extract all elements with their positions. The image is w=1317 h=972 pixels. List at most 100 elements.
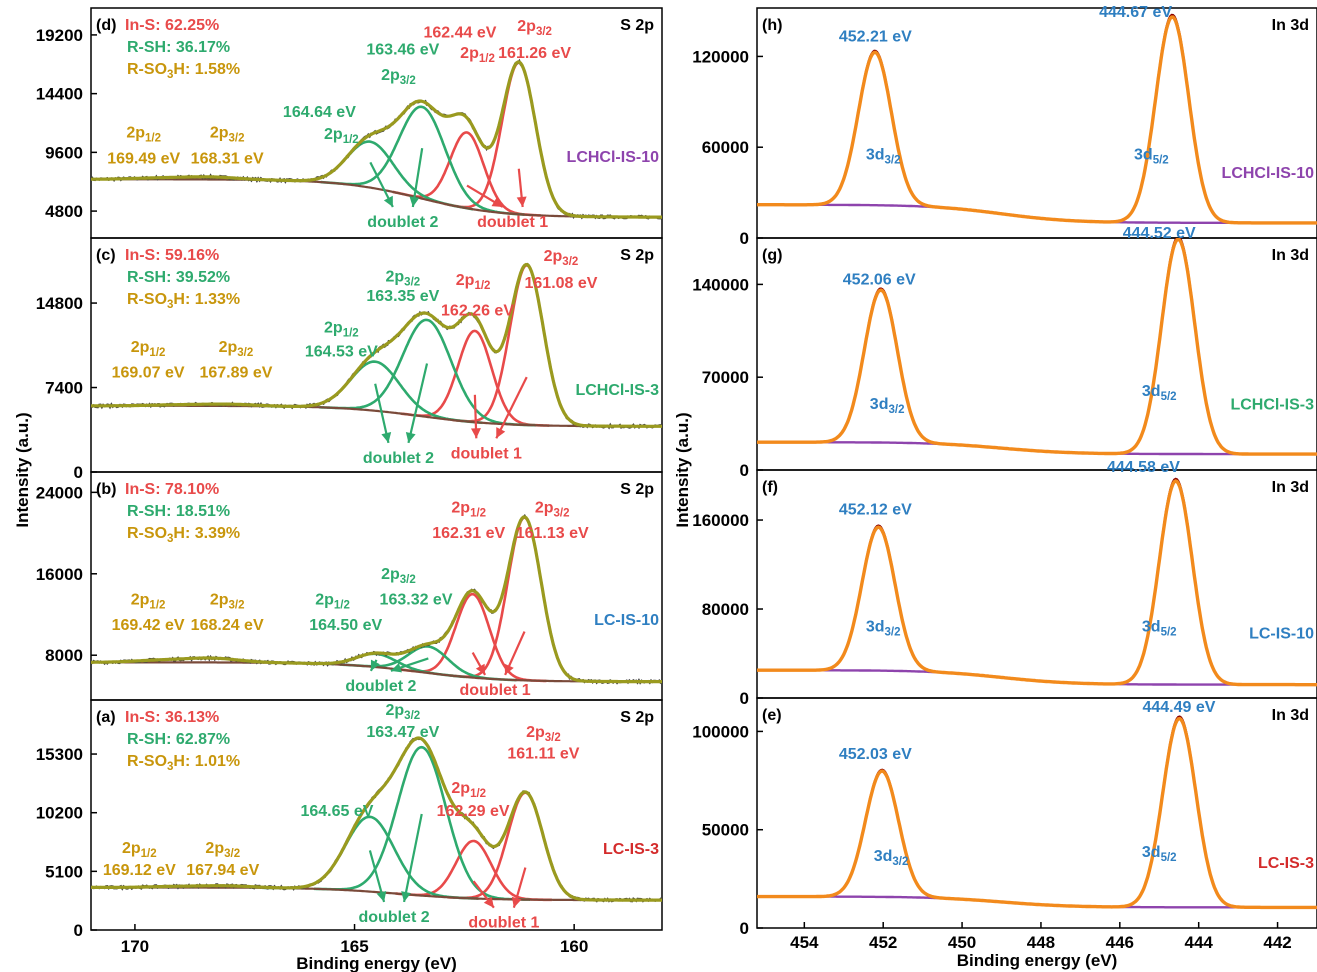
y-tick-label: 24000: [36, 483, 83, 502]
panel-frame: [90, 699, 663, 931]
plot-area: [757, 13, 1317, 225]
peak-annotation: doublet 2: [367, 214, 438, 231]
core-level-label: In 3d: [1272, 479, 1309, 496]
composition-label: R-SH: 62.87%: [127, 731, 230, 748]
left-y-axis-label: Intensity (a.u.): [13, 412, 32, 527]
peak-annotation: 161.26 eV: [498, 45, 571, 62]
peak-annotation: 2p3/2: [205, 840, 240, 860]
arrow-head: [390, 662, 402, 673]
panel-label: (d): [96, 17, 116, 34]
y-tick-label: 14800: [36, 294, 83, 313]
peak-annotation: 452.03 eV: [839, 746, 912, 763]
core-level-label: In 3d: [1272, 17, 1309, 34]
core-level-label: S 2p: [620, 709, 654, 726]
background-line: [91, 661, 662, 683]
arrow-head: [504, 663, 514, 675]
arrow-head: [516, 196, 527, 207]
peak-annotation: 444.67 eV: [1099, 4, 1172, 21]
sample-label: LC-IS-3: [603, 841, 659, 858]
arrow: [495, 376, 528, 439]
x-tick-label: 452: [869, 933, 897, 952]
panel-b: 8000 16000 24000 (b) S 2p In-S: 78.10% R-SH: 1…: [36, 471, 663, 701]
composition-label: R-SH: 36.17%: [127, 39, 230, 56]
arrow-head: [496, 427, 506, 439]
x-tick-label: 454: [790, 933, 819, 952]
panel-g: 0 70000 140000 (g) In 3d LCHCl-IS-3 452.06 eV 4…: [692, 225, 1317, 480]
peak-annotation: 452.21 eV: [839, 28, 912, 45]
peak-annotation: 2p1/2: [460, 45, 495, 65]
peak-annotation: 3d3/2: [874, 848, 909, 868]
y-tick-label: 160000: [692, 511, 749, 530]
arrow: [374, 383, 390, 444]
peak-annotation: 167.89 eV: [199, 364, 272, 381]
plot-area: [91, 262, 662, 430]
peak-annotation: 164.64 eV: [283, 104, 356, 121]
peak-annotation: 3d5/2: [1142, 383, 1177, 403]
fit-envelope: [91, 60, 662, 219]
peak-annotation: 167.94 eV: [186, 862, 259, 879]
peak-annotation: 2p1/2: [122, 840, 157, 860]
panel-label: (e): [762, 707, 782, 724]
peak-annotation: 2p3/2: [535, 500, 570, 520]
peak-annotation: doublet 1: [460, 682, 531, 699]
arrow-head: [511, 896, 522, 908]
peak-annotation: 2p1/2: [315, 591, 350, 611]
peak-annotation: 2p3/2: [544, 248, 579, 268]
peak-annotation: 163.32 eV: [380, 591, 453, 608]
y-tick-label: 19200: [36, 26, 83, 45]
panel-a: 0 5100 10200 15300 (a) S 2p In-S: 36.13% R-SH: …: [36, 699, 663, 940]
y-tick-label: 10200: [36, 804, 83, 823]
composition-label: R-SH: 18.51%: [127, 503, 230, 520]
plot-area: [757, 238, 1317, 456]
y-tick-label: 15300: [36, 745, 83, 764]
peak-annotation: 2p3/2: [386, 268, 421, 288]
x-tick-label: 160: [560, 937, 588, 956]
peak-annotation: doublet 2: [345, 678, 416, 695]
peak-annotation: 452.06 eV: [843, 271, 916, 288]
y-tick-label: 5100: [45, 862, 83, 881]
panel-c: 0 7400 14800 (c) S 2p In-S: 59.16% R-SH: 39.52…: [36, 237, 663, 482]
x-tick-label: 165: [340, 937, 368, 956]
peak-annotation: 2p3/2: [210, 125, 245, 145]
peak-annotation: 2p1/2: [131, 591, 166, 611]
arrow-head: [381, 432, 392, 443]
fit-envelope: [91, 736, 662, 902]
peak-annotation: 164.53 eV: [305, 344, 378, 361]
peak-annotation: 169.12 eV: [103, 862, 176, 879]
y-tick-label: 0: [74, 463, 83, 482]
y-tick-label: 0: [74, 921, 83, 940]
panel-h: 0 60000 120000 (h) In 3d LCHCl-IS-10 452.21 eV…: [692, 4, 1317, 248]
peak-annotation: 163.35 eV: [366, 288, 439, 305]
panel-label: (b): [96, 481, 116, 498]
background-line: [757, 203, 1317, 225]
peak-annotation: 2p1/2: [324, 320, 359, 340]
arrow: [407, 363, 429, 444]
peak-annotation: 444.52 eV: [1123, 225, 1196, 242]
sample-label: LCHCl-IS-3: [1230, 397, 1314, 414]
y-tick-label: 16000: [36, 565, 83, 584]
x-tick-label: 448: [1027, 933, 1055, 952]
peak-annotation: 2p3/2: [210, 591, 245, 611]
peak-annotation: 452.12 eV: [839, 501, 912, 518]
composition-label: In-S: 62.25%: [125, 17, 219, 34]
peak-annotation: 3d3/2: [870, 396, 905, 416]
arrow-head: [470, 428, 481, 439]
plot-area: [91, 58, 662, 220]
core-level-label: S 2p: [620, 481, 654, 498]
peak-annotation: 2p1/2: [324, 126, 359, 146]
y-tick-label: 100000: [692, 722, 749, 741]
panel-label: (g): [762, 247, 782, 264]
sample-label: LCHCl-IS-10: [1222, 165, 1315, 182]
panel-label: (a): [96, 709, 116, 726]
y-tick-label: 120000: [692, 47, 749, 66]
y-tick-label: 50000: [702, 821, 749, 840]
y-tick-label: 8000: [45, 646, 83, 665]
arrow-head: [491, 197, 503, 207]
panel-e: 0 50000 100000 (e) In 3d LC-IS-3 452.03 eV 444.…: [692, 697, 1317, 938]
peak-annotation: 3d5/2: [1134, 146, 1169, 166]
peak-annotation: 162.29 eV: [437, 803, 510, 820]
peak-annotation: 2p3/2: [526, 724, 561, 744]
peak-annotation: 163.47 eV: [366, 724, 439, 741]
arrow-head: [376, 890, 387, 902]
